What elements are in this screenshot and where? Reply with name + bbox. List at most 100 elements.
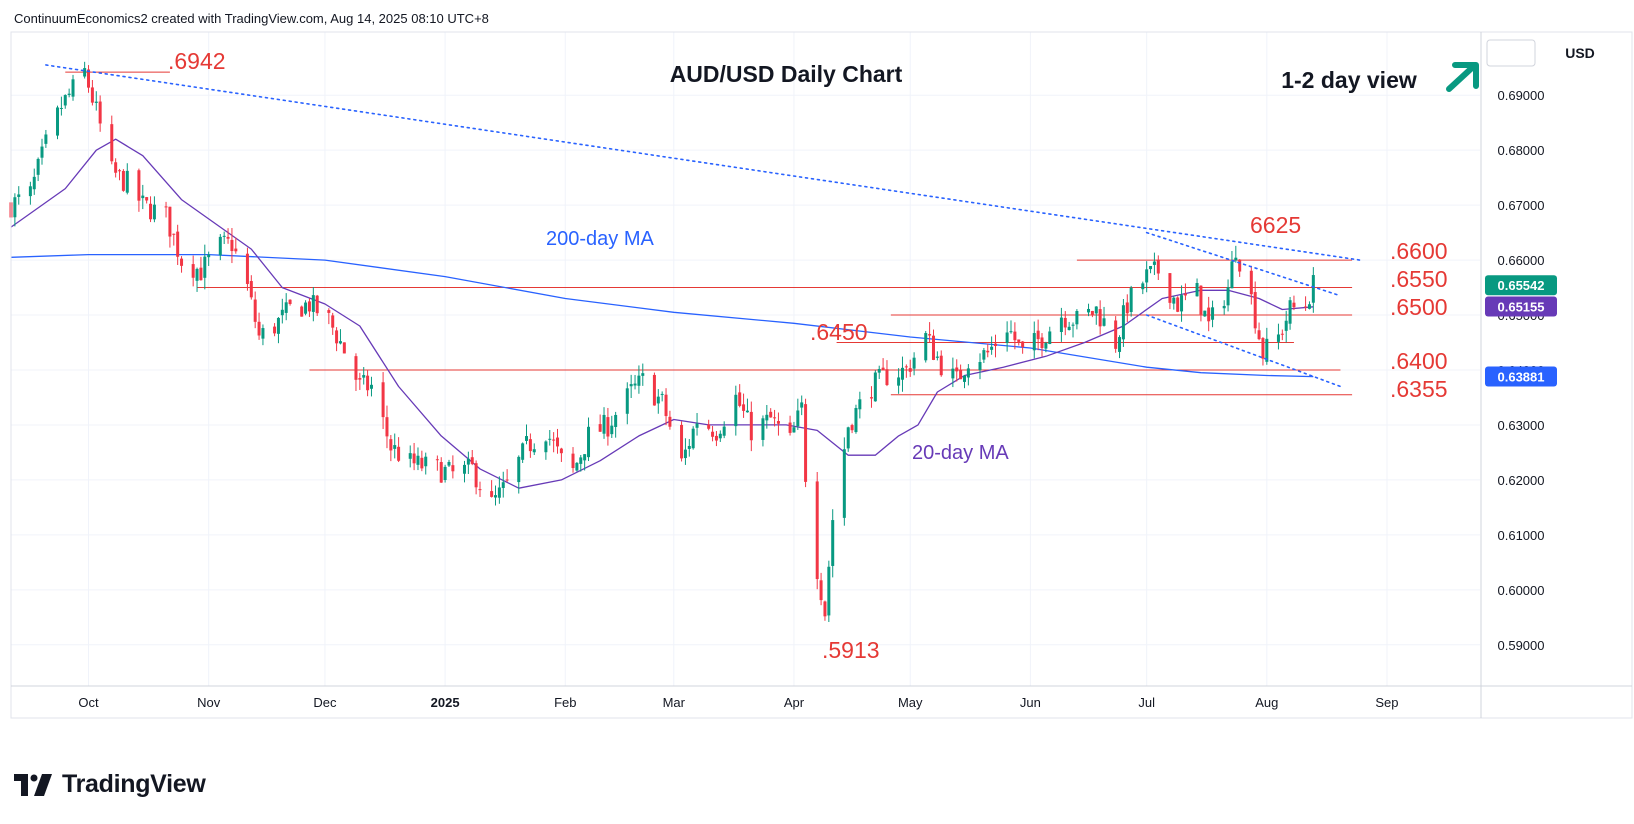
tradingview-footer[interactable]: TradingView bbox=[14, 770, 206, 799]
candle bbox=[300, 305, 304, 317]
candle bbox=[125, 163, 129, 195]
candle bbox=[199, 256, 203, 281]
candle bbox=[1304, 296, 1308, 311]
time-tick-label: 2025 bbox=[431, 695, 460, 710]
candle bbox=[1234, 245, 1238, 263]
candle bbox=[525, 424, 529, 445]
candle bbox=[98, 95, 102, 132]
candle bbox=[36, 157, 40, 182]
candle bbox=[769, 408, 773, 418]
candle bbox=[637, 365, 641, 394]
candle bbox=[261, 324, 265, 346]
candle bbox=[1036, 319, 1040, 351]
candle bbox=[714, 431, 718, 447]
candle bbox=[800, 395, 804, 416]
candle bbox=[823, 600, 827, 621]
candle bbox=[1075, 309, 1079, 330]
candle bbox=[629, 374, 633, 398]
price-badges: 0.65542 0.65155 0.63881 bbox=[1485, 275, 1557, 387]
ma20-line bbox=[10, 138, 1314, 489]
level-label-6400: .6400 bbox=[1390, 348, 1448, 374]
candle bbox=[56, 105, 60, 140]
candle bbox=[1176, 296, 1180, 313]
candle bbox=[1017, 339, 1021, 346]
candle bbox=[497, 476, 501, 504]
candle bbox=[121, 169, 125, 192]
candle bbox=[1156, 255, 1160, 280]
candle bbox=[17, 186, 21, 205]
candle bbox=[145, 196, 149, 204]
candle bbox=[1226, 279, 1230, 312]
level-label-6942: .6942 bbox=[168, 48, 226, 74]
candle bbox=[548, 429, 552, 446]
price-badge: 0.65542 bbox=[1485, 275, 1557, 296]
candle bbox=[602, 407, 606, 439]
candle bbox=[668, 410, 672, 430]
candle bbox=[28, 181, 32, 205]
price-tick-label: 0.68000 bbox=[1498, 143, 1545, 158]
candle bbox=[742, 393, 746, 418]
candle bbox=[137, 168, 141, 212]
candle bbox=[1141, 281, 1145, 295]
candle bbox=[695, 412, 699, 436]
candle bbox=[63, 94, 67, 109]
time-tick-label: Aug bbox=[1255, 695, 1278, 710]
candle bbox=[226, 228, 230, 244]
candle bbox=[1183, 283, 1187, 301]
candle bbox=[575, 462, 579, 472]
candle bbox=[776, 412, 780, 436]
candle bbox=[1253, 281, 1257, 334]
level-label-6355: .6355 bbox=[1390, 376, 1448, 402]
candle bbox=[412, 442, 416, 471]
chart-grid bbox=[11, 32, 1480, 686]
currency-box[interactable] bbox=[1486, 39, 1536, 67]
candle bbox=[505, 469, 509, 483]
time-tick-label: Nov bbox=[197, 695, 221, 710]
candle bbox=[625, 382, 629, 425]
candle bbox=[331, 312, 335, 335]
candle bbox=[393, 433, 397, 459]
candle bbox=[195, 267, 199, 292]
candle bbox=[180, 256, 184, 273]
candle bbox=[443, 464, 447, 483]
candle bbox=[544, 440, 548, 460]
candle bbox=[152, 196, 156, 223]
candle bbox=[1280, 329, 1284, 341]
candle bbox=[466, 451, 470, 474]
candle bbox=[928, 322, 932, 343]
candle bbox=[687, 439, 691, 457]
candle bbox=[718, 430, 722, 442]
annotation-labels: .6942 6625 .6600.6550.6500 .6450 .6400.6355.… bbox=[168, 48, 1448, 663]
candle bbox=[908, 359, 912, 377]
candle bbox=[447, 459, 451, 467]
candle bbox=[273, 323, 277, 337]
candle bbox=[1125, 294, 1129, 323]
candle bbox=[1063, 311, 1067, 336]
candle bbox=[358, 372, 362, 390]
level-label-6500: .6500 bbox=[1390, 294, 1448, 320]
candle bbox=[253, 291, 257, 329]
candle bbox=[765, 404, 769, 429]
candle bbox=[652, 372, 656, 406]
candle bbox=[87, 65, 91, 93]
candle bbox=[424, 452, 428, 475]
candle bbox=[288, 299, 292, 306]
candle bbox=[664, 388, 668, 426]
candle bbox=[745, 398, 749, 413]
candle bbox=[1067, 321, 1071, 331]
candle bbox=[831, 509, 835, 578]
candle bbox=[846, 426, 850, 452]
candle bbox=[1203, 310, 1207, 317]
candle bbox=[897, 368, 901, 394]
candle bbox=[873, 370, 877, 402]
candle bbox=[552, 432, 556, 453]
candle bbox=[1230, 251, 1234, 289]
candle bbox=[633, 374, 637, 390]
candle bbox=[1059, 307, 1063, 342]
candle bbox=[773, 409, 777, 427]
candle bbox=[707, 419, 711, 431]
candle bbox=[660, 391, 664, 402]
candle bbox=[1152, 252, 1156, 275]
candle bbox=[114, 158, 118, 178]
